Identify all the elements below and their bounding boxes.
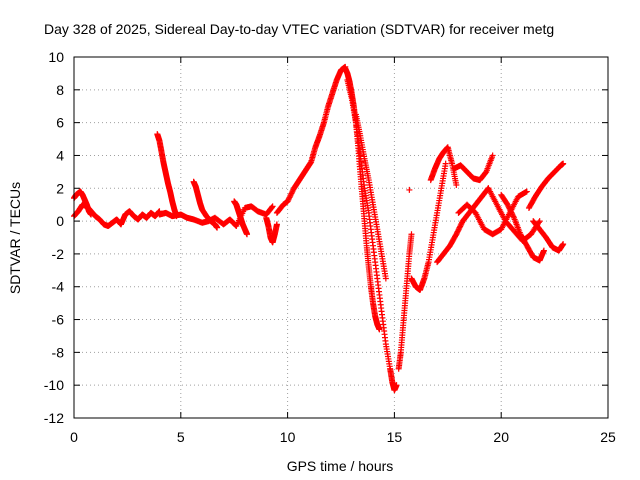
- series-dip-9.2h: [263, 214, 280, 246]
- series-tail-21.3-22.9h: [525, 160, 567, 211]
- x-tick-label: 15: [387, 429, 403, 445]
- data-point-marker: [273, 221, 280, 228]
- data-point-marker: [287, 193, 294, 200]
- series-loop-19.5-21.5h: [485, 185, 543, 244]
- data-point-marker: [454, 228, 461, 235]
- data-point-marker: [284, 198, 291, 205]
- y-tick-label: -8: [52, 344, 65, 360]
- data-point-marker: [289, 189, 296, 196]
- y-axis-label: SDTVAR / TECUs: [7, 182, 23, 294]
- data-point-marker: [287, 191, 294, 198]
- data-point-marker: [457, 223, 464, 230]
- data-point-marker: [505, 204, 512, 211]
- series-arc-17.8-19.6h: [451, 152, 496, 184]
- data-point-marker: [489, 152, 496, 159]
- data-point-marker: [509, 210, 516, 217]
- data-point-marker: [289, 187, 296, 194]
- y-tick-label: 0: [56, 213, 64, 229]
- series-recovery-15.2-16h: [395, 231, 415, 372]
- y-tick-label: -10: [44, 377, 64, 393]
- data-point-marker: [510, 213, 517, 220]
- data-point-marker: [442, 160, 449, 167]
- data-point-marker: [457, 222, 464, 229]
- series-decline-C: [352, 111, 389, 282]
- chart-title: Day 328 of 2025, Sidereal Day-to-day VTE…: [44, 21, 554, 37]
- data-point-marker: [393, 382, 400, 389]
- x-tick-label: 5: [177, 429, 185, 445]
- y-tick-label: -4: [52, 279, 65, 295]
- data-points: [71, 63, 567, 394]
- data-point-marker: [285, 195, 292, 202]
- series-arc-4h: [154, 131, 180, 220]
- data-point-marker: [536, 218, 543, 225]
- data-point-marker: [508, 209, 515, 216]
- data-point-marker: [269, 203, 276, 210]
- data-point-marker: [506, 205, 513, 212]
- y-tick-label: 2: [56, 180, 64, 196]
- data-point-marker: [504, 201, 511, 208]
- data-point-marker: [453, 231, 460, 238]
- data-point-marker: [456, 224, 463, 231]
- axis-ticks: 0 5 10 15 20 25 -12 -10 -8 -6 -4 -2 0 2 4 6 8 10: [44, 49, 616, 445]
- y-tick-label: -2: [52, 246, 65, 262]
- data-point-marker: [509, 212, 516, 219]
- y-tick-label: -12: [44, 410, 64, 426]
- series-cluster-16-17h: [408, 160, 449, 294]
- data-point-marker: [408, 231, 415, 238]
- x-tick-label: 25: [600, 429, 616, 445]
- series-tail2-21.5-22.9h: [530, 218, 567, 254]
- series-isolated-point: [406, 186, 413, 193]
- data-point-marker: [286, 194, 293, 201]
- data-point-marker: [455, 227, 462, 234]
- data-point-marker: [406, 186, 413, 193]
- data-point-marker: [453, 229, 460, 236]
- y-tick-label: 4: [56, 147, 64, 163]
- data-point-marker: [455, 225, 462, 232]
- data-point-marker: [244, 231, 251, 238]
- data-point-marker: [507, 206, 514, 213]
- data-point-marker: [458, 220, 465, 227]
- series-arc-20-22h: [498, 191, 547, 264]
- data-point-marker: [376, 326, 383, 333]
- data-point-marker: [88, 211, 95, 218]
- x-tick-label: 0: [70, 429, 78, 445]
- x-axis-label: GPS time / hours: [287, 458, 394, 474]
- y-tick-label: 10: [48, 49, 64, 65]
- data-point-marker: [285, 197, 292, 204]
- data-point-marker: [560, 241, 567, 248]
- series-arc-7.5-8h: [231, 198, 251, 238]
- series-arc-5.6-6.7h: [190, 178, 221, 231]
- data-point-marker: [269, 204, 276, 211]
- series-arc-0-0.8h: [71, 188, 95, 218]
- series-decline-B: [344, 76, 400, 394]
- data-point-marker: [214, 224, 221, 231]
- data-point-marker: [382, 275, 389, 282]
- data-point-marker: [288, 190, 295, 197]
- data-point-marker: [560, 160, 567, 167]
- y-tick-label: -6: [52, 312, 65, 328]
- data-point-marker: [507, 208, 514, 215]
- data-point-marker: [540, 247, 547, 254]
- series-rise-9.5-12.7h: [273, 63, 349, 216]
- plot-frame: [73, 56, 609, 419]
- x-tick-label: 20: [493, 429, 509, 445]
- y-tick-label: 8: [56, 82, 64, 98]
- data-point-marker: [505, 202, 512, 209]
- y-tick-label: 6: [56, 115, 64, 131]
- series-decline-A: [342, 65, 383, 333]
- data-point-marker: [453, 181, 460, 188]
- x-tick-label: 10: [280, 429, 296, 445]
- data-point-marker: [523, 188, 530, 195]
